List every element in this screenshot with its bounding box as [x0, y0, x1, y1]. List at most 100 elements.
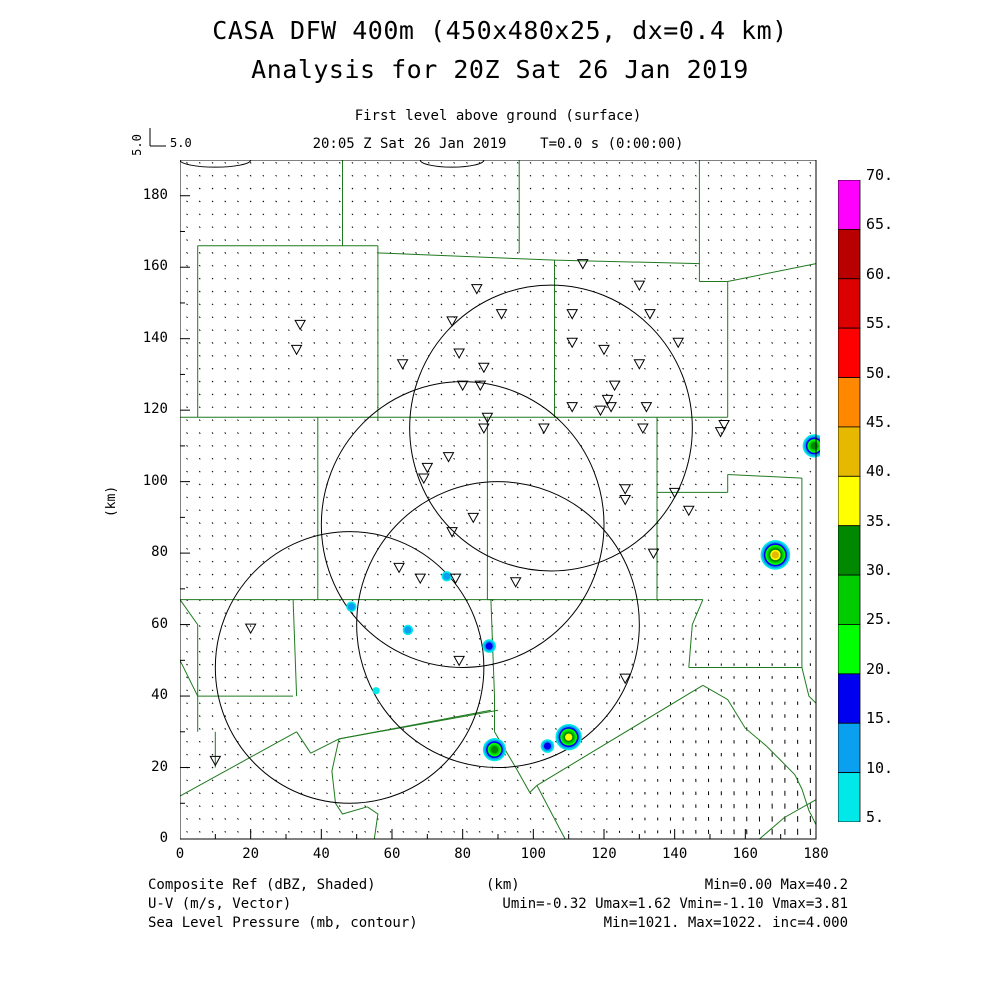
colorbar-segment	[838, 772, 861, 822]
colorbar-segment	[838, 426, 861, 477]
county-line	[331, 738, 368, 815]
x-tick-label: 160	[732, 846, 758, 862]
colorbar-segment	[838, 377, 861, 428]
county-line	[367, 806, 379, 840]
station-marker	[619, 484, 632, 495]
station-marker	[456, 380, 469, 392]
radar-range-ring	[320, 381, 605, 668]
x-tick-label: 100	[520, 846, 546, 862]
county-line	[691, 599, 704, 625]
county-boundaries	[180, 160, 817, 840]
station-marker	[470, 284, 483, 295]
colorbar-segment	[838, 228, 861, 280]
figure-title-line1: CASA DFW 400m (450x480x25, dx=0.4 km)	[212, 16, 788, 45]
echo-contour	[347, 603, 355, 611]
county-line	[759, 799, 817, 840]
county-line	[688, 624, 693, 668]
echo-contour	[372, 687, 380, 695]
echo-contour	[771, 551, 779, 559]
y-tick-label: 140	[142, 329, 168, 346]
time-subtitle: 20:05 Z Sat 26 Jan 2019 T=0.0 s (0:00:00…	[312, 136, 684, 152]
colorbar-segment	[838, 722, 861, 774]
station-marker	[598, 344, 610, 356]
station-marker	[446, 316, 458, 327]
station-marker	[449, 573, 462, 585]
station-marker	[619, 673, 632, 685]
vector-scale-vertical-label: 5.0	[129, 134, 144, 156]
county-line	[727, 263, 817, 282]
axis-ticks	[180, 195, 817, 840]
county-line	[702, 684, 817, 825]
x-tick-label: 20	[242, 846, 260, 862]
colorbar-label: 55.	[866, 314, 894, 333]
station-marker	[601, 394, 614, 406]
y-tick-label: 60	[151, 615, 168, 632]
vector-scale-key	[149, 128, 166, 147]
station-marker	[478, 423, 490, 435]
station-marker	[396, 359, 409, 370]
county-line	[536, 684, 704, 786]
county-line	[292, 599, 298, 697]
x-tick-label: 40	[312, 846, 330, 862]
y-tick-label: 40	[151, 687, 168, 704]
footer-stats-reflectivity: Min=0.00 Max=40.2	[704, 877, 848, 893]
county-line	[180, 731, 297, 797]
county-line	[554, 259, 700, 265]
station-marker	[538, 423, 550, 435]
reflectivity-echoes	[346, 434, 820, 762]
colorbar-label: 35.	[866, 511, 894, 530]
colorbar-label: 40.	[866, 462, 894, 481]
colorbar-segment	[838, 278, 861, 329]
colorbar-label: 5.	[866, 808, 885, 826]
station-marker	[647, 548, 660, 560]
echo-contour	[810, 442, 818, 450]
county-line	[180, 660, 294, 697]
x-tick-label: 140	[662, 846, 688, 862]
radar-range-ring	[409, 284, 693, 572]
footer-field-pressure: Sea Level Pressure (mb, contour)	[148, 915, 418, 931]
colorbar-label: 65.	[866, 215, 894, 234]
radar-range-ring	[356, 481, 640, 769]
station-marker	[608, 380, 621, 392]
station-marker	[453, 348, 465, 360]
colorbar-label: 10.	[866, 758, 894, 777]
colorbar-label: 25.	[866, 610, 894, 629]
station-marker	[619, 495, 632, 506]
station-marker	[682, 505, 695, 517]
station-marker	[576, 259, 589, 270]
y-axis-label: (km)	[104, 485, 120, 518]
colorbar-segment	[838, 475, 861, 527]
station-marker	[421, 462, 434, 474]
county-line	[490, 599, 495, 732]
county-line	[296, 731, 312, 754]
station-marker	[509, 577, 522, 588]
y-tick-label: 160	[142, 258, 168, 275]
station-marker	[566, 402, 579, 413]
echo-contour	[565, 733, 573, 741]
colorbar-label: 45.	[866, 412, 894, 431]
county-line	[310, 738, 340, 754]
vector-scale-label: 5.0	[170, 136, 192, 150]
station-marker	[294, 319, 306, 331]
y-tick-label: 20	[151, 758, 168, 775]
level-subtitle: First level above ground (surface)	[354, 108, 642, 124]
station-marker	[209, 755, 222, 767]
county-line	[536, 785, 566, 840]
pressure-contour	[419, 160, 485, 168]
colorbar-segment	[838, 673, 861, 724]
station-marker	[442, 452, 455, 463]
colorbar-segment	[838, 525, 861, 576]
x-tick-label: 0	[175, 846, 185, 862]
echo-contour	[485, 642, 493, 650]
station-marker	[393, 562, 405, 574]
county-line	[727, 474, 802, 479]
x-axis-label: (km)	[486, 877, 520, 893]
station-marker	[605, 402, 617, 413]
colorbar-label: 60.	[866, 264, 894, 283]
county-line	[377, 252, 555, 261]
sea-level-pressure-contours	[180, 160, 485, 168]
x-tick-label: 180	[803, 846, 829, 862]
radar-range-rings	[214, 284, 693, 804]
colorbar-label: 70.	[866, 166, 894, 184]
station-marker	[672, 337, 685, 349]
